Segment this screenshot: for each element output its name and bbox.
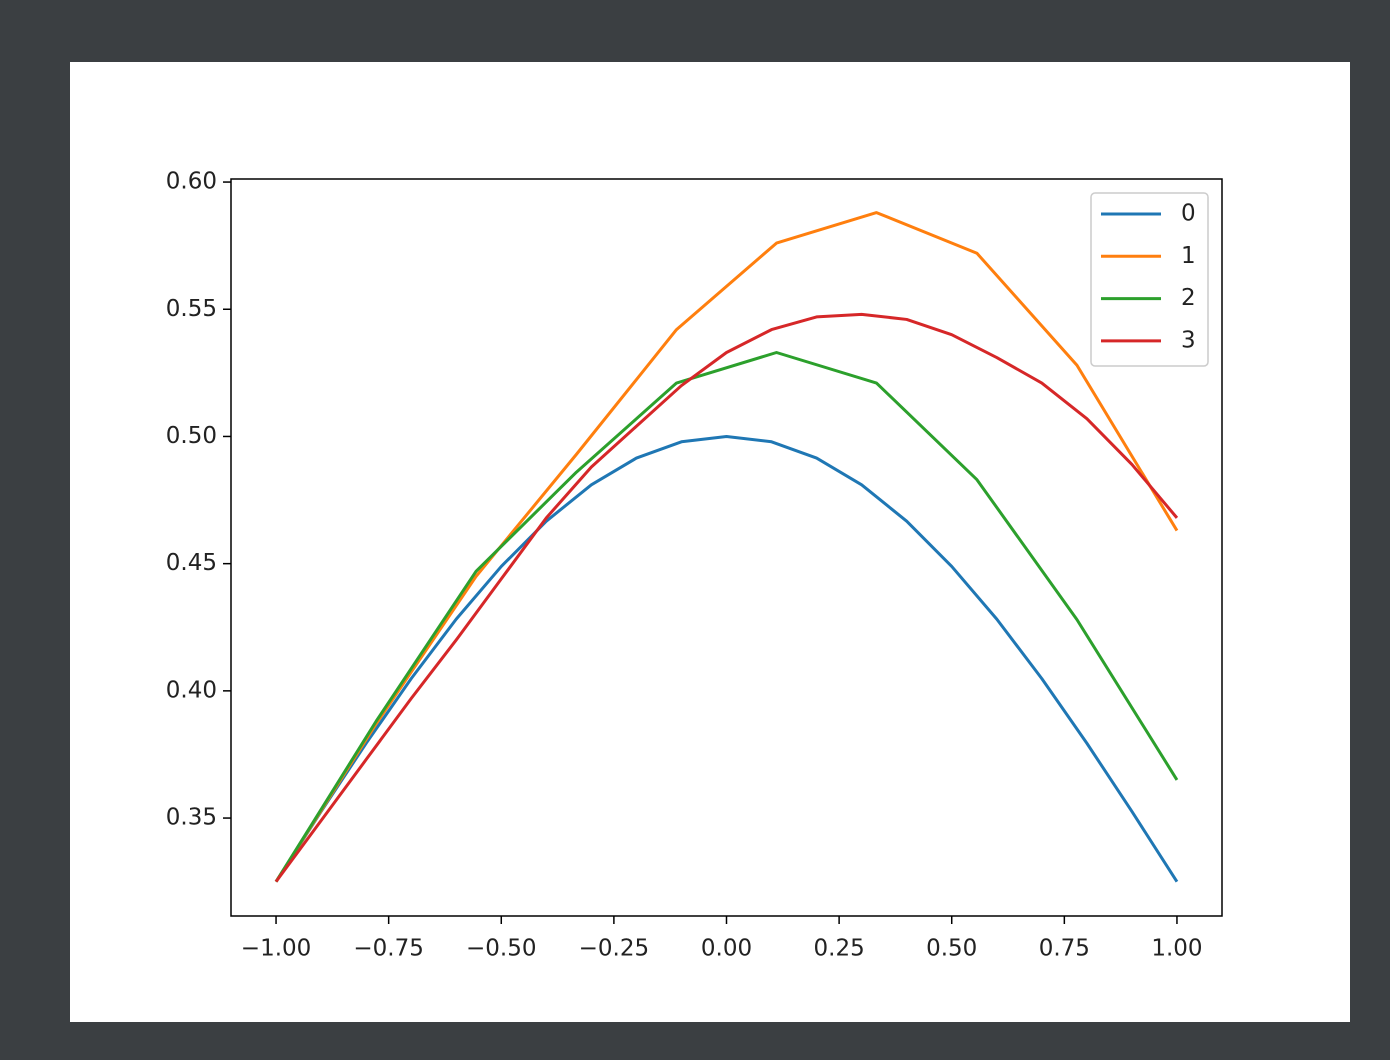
legend-box bbox=[1090, 192, 1209, 367]
y-tick-label: 0.45 bbox=[166, 550, 217, 576]
x-tick-label: 0.00 bbox=[701, 936, 752, 962]
y-tick-label: 0.55 bbox=[166, 296, 217, 322]
y-tick-label: 0.60 bbox=[166, 169, 217, 195]
x-tick-label: 0.25 bbox=[814, 936, 865, 962]
legend-label: 0 bbox=[1181, 201, 1196, 227]
x-tick-label: 0.75 bbox=[1039, 936, 1090, 962]
line bbox=[274, 434, 1179, 883]
line bbox=[274, 211, 1179, 883]
legend-label: 3 bbox=[1181, 327, 1196, 353]
legend-label: 2 bbox=[1181, 285, 1196, 311]
y-tick-label: 0.40 bbox=[166, 677, 217, 703]
line bbox=[274, 351, 1179, 883]
x-tick-label: 0.50 bbox=[926, 936, 977, 962]
axes-frame bbox=[230, 178, 1223, 917]
line bbox=[274, 312, 1179, 883]
x-tick-label: −0.75 bbox=[353, 936, 423, 962]
legend-label: 1 bbox=[1181, 243, 1196, 269]
x-tick-label: −0.50 bbox=[466, 936, 536, 962]
x-tick-label: 1.00 bbox=[1151, 936, 1202, 962]
x-tick-label: −1.00 bbox=[241, 936, 311, 962]
x-tick-label: −0.25 bbox=[579, 936, 649, 962]
y-tick-label: 0.35 bbox=[166, 805, 217, 831]
y-tick-label: 0.50 bbox=[166, 423, 217, 449]
